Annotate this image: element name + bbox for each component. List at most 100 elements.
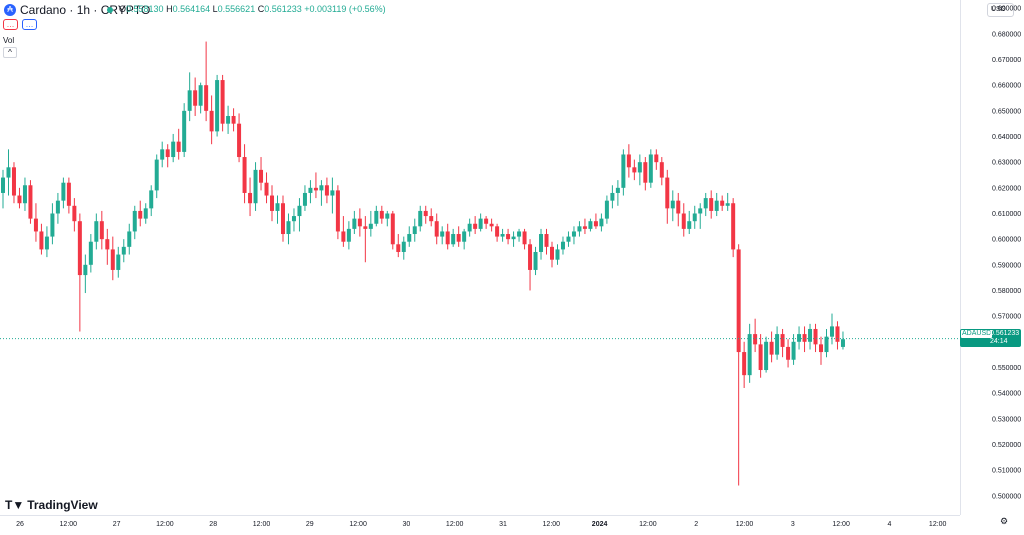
candle-body: [813, 328, 818, 345]
candle-body: [555, 249, 560, 260]
candle-body: [143, 208, 148, 219]
sell-button[interactable]: …: [3, 19, 18, 30]
price-tick-label: 0.680000: [992, 31, 1021, 38]
candle-body: [94, 221, 99, 242]
candle-body: [291, 216, 296, 222]
candle-body: [226, 115, 231, 124]
candle-body: [500, 234, 505, 237]
candle-body: [17, 195, 22, 204]
candle-body: [753, 334, 758, 345]
candle-body: [313, 187, 318, 191]
candle-body: [160, 149, 165, 160]
symbol-title[interactable]: Cardano · 1h · CRYPTO: [20, 3, 151, 17]
buy-button[interactable]: …: [22, 19, 37, 30]
price-tick-label: 0.630000: [992, 160, 1021, 167]
candle-body: [105, 239, 110, 250]
price-axis-labels: 0.4900000.5000000.5100000.5200000.530000…: [992, 6, 1021, 526]
candle-body: [709, 198, 714, 211]
candle-body: [50, 213, 55, 237]
candle-body: [88, 241, 93, 265]
candle-body: [560, 241, 565, 250]
tradingview-logo[interactable]: T▼ TradingView: [5, 498, 98, 512]
candle-body: [440, 231, 445, 237]
candle-body: [676, 200, 681, 214]
candle-body: [626, 154, 631, 168]
settings-icon[interactable]: ⚙: [1000, 516, 1009, 526]
candle-body: [434, 221, 439, 237]
candle-body: [55, 200, 60, 214]
candle-body: [654, 154, 659, 163]
candle-body: [758, 344, 763, 371]
candle-body: [511, 236, 516, 240]
candle-body: [374, 210, 379, 224]
tradingview-logo-text: TradingView: [27, 498, 98, 512]
candle-body: [593, 221, 598, 227]
candle-body: [720, 200, 725, 206]
candle-body: [462, 231, 467, 242]
candle-body: [582, 226, 587, 229]
candle-body: [357, 218, 362, 227]
price-tag-countdown: 24:14: [990, 338, 1008, 345]
time-tick-label: 31: [499, 521, 507, 528]
time-tick-label: 12:00: [253, 521, 271, 528]
candle-body: [517, 231, 522, 237]
candles-group: [1, 41, 845, 486]
time-tick-label: 12:00: [929, 521, 947, 528]
time-axis[interactable]: 26 12:00 27 12:00 28 12:00 29 12:00 30 12:00 31 12:…: [0, 515, 960, 530]
candle-body: [632, 167, 637, 173]
candle-body: [138, 210, 143, 219]
volume-indicator-label[interactable]: Vol: [3, 36, 15, 45]
candle-body: [330, 190, 335, 196]
high-label: H: [166, 4, 173, 14]
candle-body: [215, 80, 220, 132]
candlestick-chart[interactable]: [0, 0, 960, 515]
candle-body: [769, 341, 774, 355]
price-tick-label: 0.500000: [992, 493, 1021, 500]
collapse-icon[interactable]: ^: [3, 47, 17, 58]
candle-body: [6, 167, 11, 178]
candle-body: [149, 190, 154, 209]
candle-body: [253, 169, 258, 204]
price-tick-label: 0.570000: [992, 314, 1021, 321]
open-value: 0.558130: [126, 4, 164, 14]
price-tick-label: 0.550000: [992, 365, 1021, 372]
candle-body: [407, 234, 412, 242]
candle-body: [829, 326, 834, 337]
candle-body: [368, 223, 373, 229]
time-tick-label: 28: [209, 521, 217, 528]
candle-body: [802, 334, 807, 342]
candle-body: [182, 110, 187, 152]
candle-body: [571, 231, 576, 237]
candle-body: [220, 80, 225, 124]
candle-body: [308, 187, 313, 193]
candle-body: [687, 221, 692, 229]
candle-body: [346, 228, 351, 242]
high-value: 0.564164: [172, 4, 211, 14]
candle-body: [577, 226, 582, 232]
candle-body: [604, 200, 609, 219]
candle-body: [396, 244, 401, 252]
candle-body: [22, 185, 27, 204]
time-tick-label: 2: [694, 521, 698, 528]
candle-body: [467, 223, 472, 232]
time-tick-label: 26: [16, 521, 24, 528]
candle-body: [171, 141, 176, 158]
last-price-tag: ADAUSD 0.561233 24:14: [960, 329, 1021, 347]
candle-body: [533, 251, 538, 270]
time-tick-label: 30: [403, 521, 411, 528]
candle-body: [165, 149, 170, 158]
candle-body: [286, 221, 291, 235]
candle-body: [237, 123, 242, 158]
currency-selector[interactable]: USD: [987, 3, 1014, 17]
candle-body: [670, 200, 675, 209]
candle-body: [44, 236, 49, 250]
price-tick-label: 0.600000: [992, 237, 1021, 244]
candle-body: [33, 218, 38, 232]
candle-body: [280, 203, 285, 235]
candle-body: [698, 208, 703, 214]
time-tick-label: 12:00: [60, 521, 78, 528]
price-axis[interactable]: 0.4900000.5000000.5100000.5200000.530000…: [960, 0, 1024, 526]
candle-body: [110, 249, 115, 270]
candle-body: [506, 234, 511, 240]
candle-body: [451, 234, 456, 245]
